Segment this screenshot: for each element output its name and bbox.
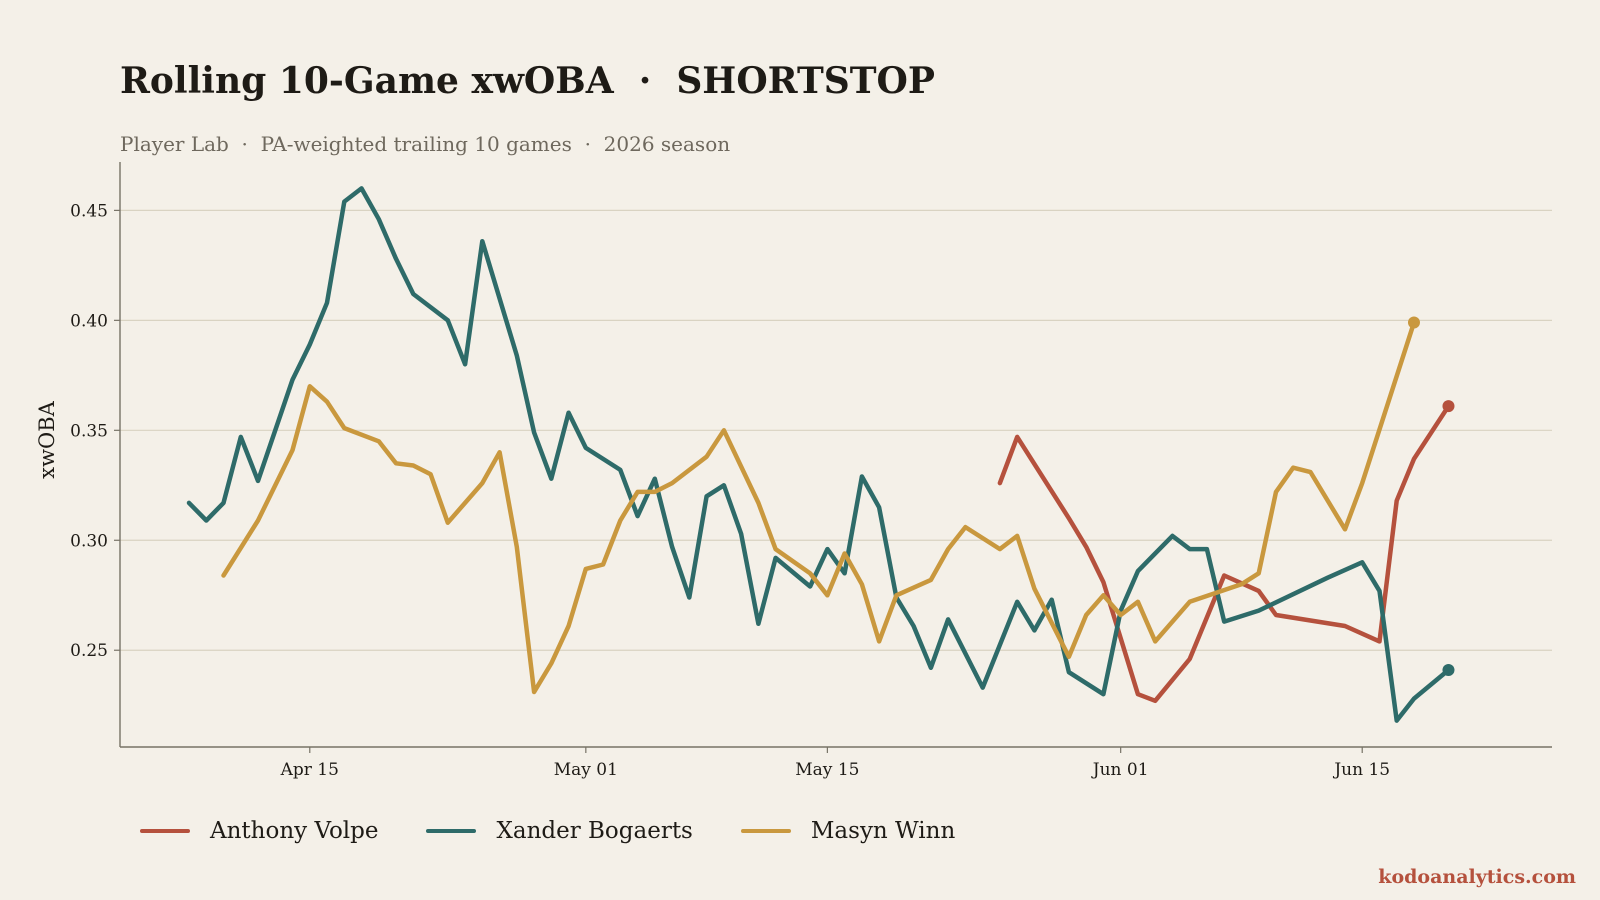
legend-swatch <box>740 829 791 833</box>
endpoint-marker-xander-bogaerts <box>1442 664 1455 677</box>
legend-item-masyn-winn: Masyn Winn <box>740 818 956 844</box>
y-tick-label: 0.40 <box>70 311 108 331</box>
chart-legend: Anthony Volpe Xander Bogaerts Masyn Winn <box>140 818 1003 844</box>
x-tick-label: May 01 <box>554 760 618 780</box>
legend-label: Anthony Volpe <box>210 818 379 844</box>
legend-label: Masyn Winn <box>810 818 956 844</box>
series-line-anthony-volpe <box>997 403 1451 704</box>
credit-link[interactable]: kodoanalytics.com <box>1378 866 1576 888</box>
x-tick-label: May 15 <box>795 760 859 780</box>
series-lines <box>186 186 1455 723</box>
chart-subtitle: Player Lab · PA-weighted trailing 10 gam… <box>120 132 731 156</box>
y-axis-label: xwOBA <box>35 400 59 478</box>
y-tick-label: 0.25 <box>70 641 108 661</box>
endpoint-marker-masyn-winn <box>1407 316 1420 329</box>
legend-item-anthony-volpe: Anthony Volpe <box>140 818 378 844</box>
legend-label: Xander Bogaerts <box>496 818 693 844</box>
legend-swatch <box>140 829 190 833</box>
chart-title: Rolling 10-Game xwOBA · SHORTSTOP <box>120 60 935 102</box>
x-tick-label: Apr 15 <box>280 760 339 780</box>
x-tick-label: Jun 15 <box>1332 760 1390 780</box>
series-line-xander-bogaerts <box>186 186 1451 723</box>
series-line-masyn-winn <box>221 320 1417 695</box>
endpoint-marker-anthony-volpe <box>1442 400 1455 413</box>
gridlines <box>120 209 1552 651</box>
y-tick-label: 0.30 <box>70 531 108 551</box>
x-tick-label: Jun 01 <box>1091 760 1149 780</box>
axes: 0.25 0.30 0.35 0.40 0.45 Apr 15 May 01 May 15 Ju… <box>70 162 1552 780</box>
legend-swatch <box>426 829 477 833</box>
legend-item-xander-bogaerts: Xander Bogaerts <box>426 818 693 844</box>
y-tick-label: 0.45 <box>70 201 108 221</box>
y-tick-label: 0.35 <box>70 421 108 441</box>
